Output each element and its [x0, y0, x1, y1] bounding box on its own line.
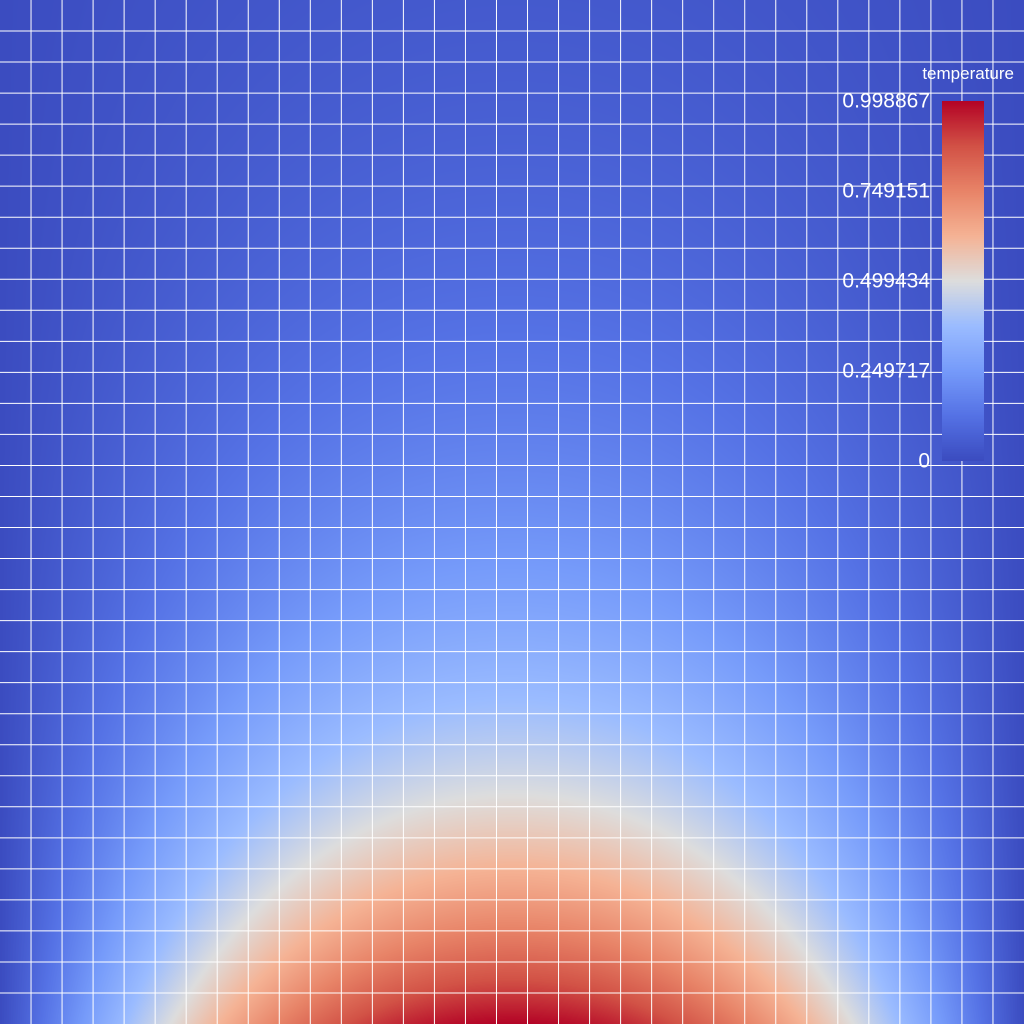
colorbar-title: temperature — [922, 64, 1014, 83]
colorbar-tick-label: 0.499434 — [842, 269, 930, 293]
colorbar-tick-label: 0.249717 — [842, 359, 930, 383]
colorbar-tick-label: 0.749151 — [842, 179, 930, 203]
colorbar — [942, 101, 984, 461]
colorbar-tick-label: 0 — [918, 449, 930, 473]
colorbar-tick-label: 0.998867 — [842, 89, 930, 113]
